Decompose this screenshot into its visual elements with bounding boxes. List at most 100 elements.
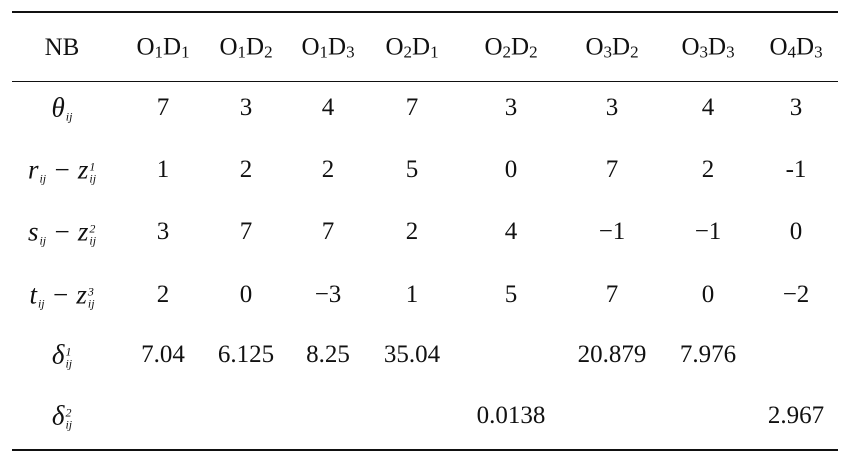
text: δ <box>51 339 65 370</box>
row-label: s ij − z 2 ij <box>28 217 96 248</box>
subscript: ij <box>39 233 47 248</box>
text: z <box>76 279 87 310</box>
subscript: ij <box>65 109 73 124</box>
table-cell: 2 <box>701 156 715 183</box>
text: − <box>46 154 78 185</box>
header-cell: O3D3 <box>681 34 734 63</box>
top-rule <box>12 11 838 13</box>
table-cell: 7 <box>605 281 619 308</box>
subscript: 1 <box>237 42 247 62</box>
table-cell: 1 <box>405 281 419 308</box>
table-cell: 0 <box>789 218 803 245</box>
text: δ <box>51 400 65 431</box>
subscript: ij <box>89 233 97 248</box>
script-stack: 1 ij <box>65 345 72 369</box>
table-cell: 3 <box>789 94 803 121</box>
text: O <box>769 33 788 61</box>
subscript: 2 <box>529 42 538 62</box>
script-stack: 3 ij <box>88 285 95 309</box>
subscript: ij <box>87 296 95 311</box>
header-cell: O4D3 <box>769 34 822 63</box>
subscript: ij <box>65 417 73 432</box>
table-cell: 0 <box>701 281 715 308</box>
superscript <box>66 98 73 110</box>
text: D <box>412 33 431 61</box>
text: θ <box>51 92 65 123</box>
text: s <box>27 216 39 247</box>
subscript: 2 <box>502 42 512 62</box>
text: r <box>27 154 39 185</box>
header-cell: O1D3 <box>301 34 354 63</box>
subscript: ij <box>39 171 47 186</box>
text: z <box>77 154 89 185</box>
table-cell: 8.25 <box>306 341 350 368</box>
script-stack: ij <box>38 285 45 309</box>
row-label: θ ij <box>52 93 73 124</box>
text: D <box>246 33 265 61</box>
bottom-rule <box>12 449 838 451</box>
table-cell: −3 <box>314 281 342 308</box>
text: O <box>585 33 604 61</box>
superscript: 1 <box>65 344 72 359</box>
header-cell: NB <box>45 34 80 62</box>
subscript: 1 <box>319 42 329 62</box>
table-cell: 7 <box>605 156 619 183</box>
script-stack: 2 ij <box>65 406 72 430</box>
table-cell: 7.976 <box>679 341 737 368</box>
text: O <box>681 33 700 61</box>
table-cell: −1 <box>694 218 722 245</box>
subscript: 1 <box>154 42 164 62</box>
text: D <box>796 33 815 61</box>
table-cell: 7 <box>239 218 253 245</box>
table-cell: 7 <box>156 94 170 121</box>
text: O <box>385 33 404 61</box>
superscript: 1 <box>89 159 96 174</box>
table-cell: -1 <box>785 156 807 183</box>
subscript: 2 <box>264 42 273 62</box>
superscript: 3 <box>87 284 94 299</box>
table-cell: 5 <box>504 281 518 308</box>
table-cell: 5 <box>405 156 419 183</box>
script-stack: ij <box>39 160 46 184</box>
subscript: 3 <box>814 42 823 62</box>
text: − <box>44 279 77 310</box>
subscript: 3 <box>726 42 735 62</box>
row-label: r ij − z 1 ij <box>28 155 96 186</box>
table-cell: 0.0138 <box>476 402 546 429</box>
superscript: 2 <box>89 221 96 236</box>
table-cell: 1 <box>156 156 170 183</box>
subscript: ij <box>37 296 45 311</box>
header-cell: O1D2 <box>219 34 272 63</box>
table-cell: 2 <box>405 218 419 245</box>
text: O <box>301 33 320 61</box>
subscript: 2 <box>403 42 413 62</box>
subscript: 3 <box>603 42 613 62</box>
script-stack: 2 ij <box>89 222 96 246</box>
text: t <box>29 279 37 310</box>
table-cell: 3 <box>504 94 518 121</box>
table-cell: 20.879 <box>577 341 647 368</box>
table-cell: 6.125 <box>217 341 275 368</box>
text: O <box>136 33 155 61</box>
table-cell: 7 <box>321 218 335 245</box>
table-cell: 2 <box>321 156 335 183</box>
text: D <box>163 33 182 61</box>
text: D <box>511 33 530 61</box>
script-stack: ij <box>66 98 73 122</box>
table-cell: −1 <box>598 218 626 245</box>
text: NB <box>44 34 80 61</box>
table-cell: 0 <box>504 156 518 183</box>
text: − <box>46 216 78 247</box>
subscript: 2 <box>630 42 639 62</box>
table-cell: 2.967 <box>767 402 825 429</box>
table-cell: −2 <box>782 281 810 308</box>
header-cell: O2D2 <box>484 34 537 63</box>
header-cell: O3D2 <box>585 34 638 63</box>
text: O <box>219 33 238 61</box>
text: O <box>484 33 503 61</box>
text: D <box>328 33 347 61</box>
text: D <box>708 33 727 61</box>
table-cell: 2 <box>156 281 170 308</box>
table-cell: 3 <box>605 94 619 121</box>
text: z <box>77 216 89 247</box>
